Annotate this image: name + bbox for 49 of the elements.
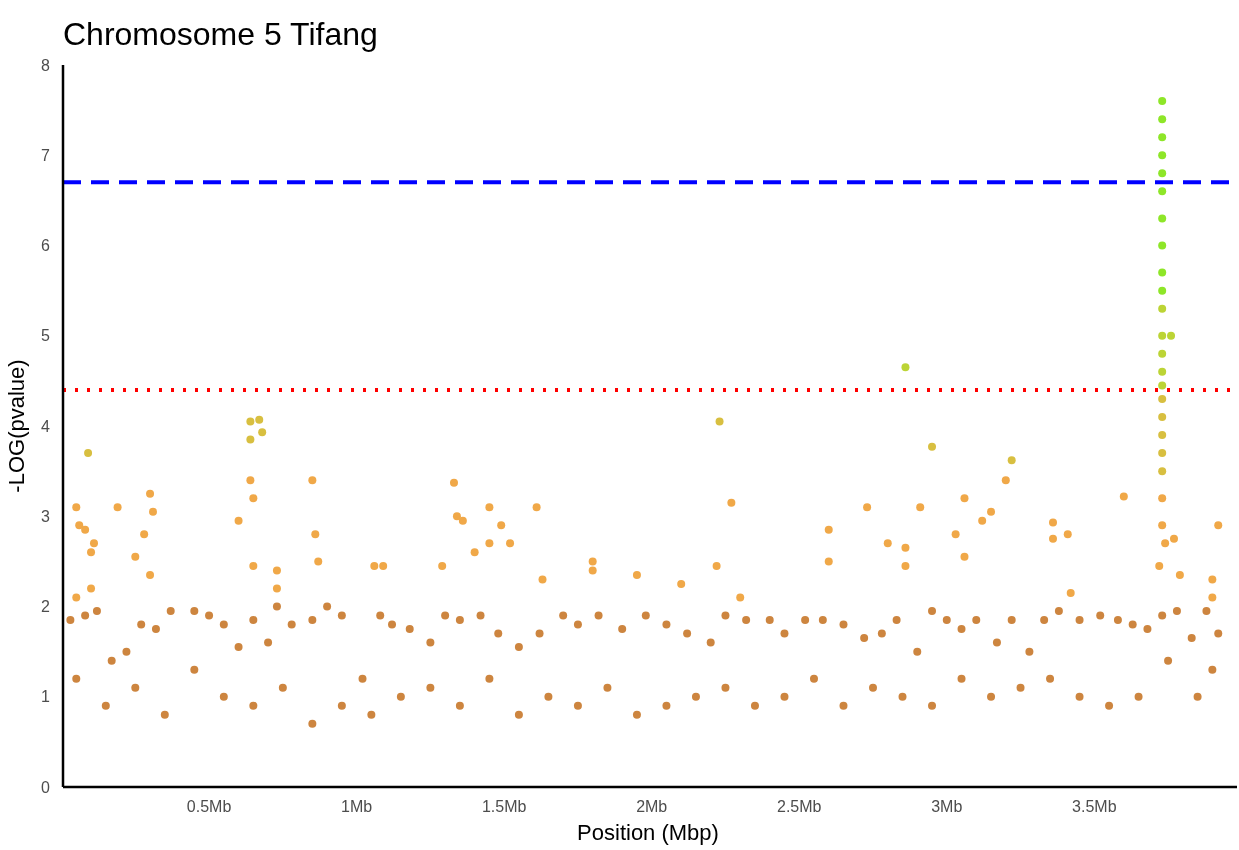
x-tick-label: 1.5Mb [481, 798, 527, 815]
point [1158, 214, 1167, 223]
point [1167, 331, 1176, 340]
point [1158, 449, 1167, 458]
x-tick-label: 3Mb [931, 798, 963, 815]
point [1158, 187, 1167, 196]
point [1158, 367, 1167, 376]
x-tick-label: 1Mb [341, 798, 373, 815]
point [84, 449, 93, 458]
y-tick-label: 4 [41, 417, 51, 435]
point [1158, 349, 1167, 358]
y-axis-title: -LOG(pvalue) [4, 359, 29, 493]
x-axis-title: Position (Mbp) [577, 820, 719, 845]
chart-title: Chromosome 5 Tifang [63, 16, 378, 52]
x-tick-label: 3.5Mb [1072, 798, 1117, 815]
point [258, 428, 267, 437]
y-tick-label: 6 [41, 237, 51, 255]
point [1158, 394, 1167, 403]
y-tick-label: 2 [41, 598, 51, 616]
point [1158, 381, 1167, 390]
point [1158, 133, 1167, 142]
point [1158, 331, 1167, 340]
point [1158, 268, 1167, 277]
point [255, 415, 264, 424]
point [1158, 97, 1167, 106]
point [928, 442, 937, 451]
point [1158, 412, 1167, 421]
y-tick-label: 0 [41, 778, 51, 796]
x-tick-label: 2Mb [636, 798, 668, 815]
point [246, 435, 255, 444]
point [1158, 304, 1167, 313]
point [1158, 241, 1167, 250]
point [246, 417, 255, 426]
point [1158, 286, 1167, 295]
point [1158, 115, 1167, 124]
point [1158, 467, 1167, 476]
point [1007, 456, 1016, 465]
y-tick-label: 3 [41, 507, 51, 525]
point [1158, 151, 1167, 160]
y-tick-label: 8 [41, 56, 51, 74]
y-tick-label: 7 [41, 146, 51, 164]
point [1158, 169, 1167, 178]
point [1158, 431, 1167, 440]
x-tick-label: 0.5Mb [186, 798, 232, 815]
y-tick-label: 1 [41, 688, 51, 706]
x-tick-label: 2.5Mb [777, 798, 822, 815]
point [715, 417, 724, 426]
y-tick-label: 5 [41, 327, 51, 345]
point [901, 363, 910, 372]
